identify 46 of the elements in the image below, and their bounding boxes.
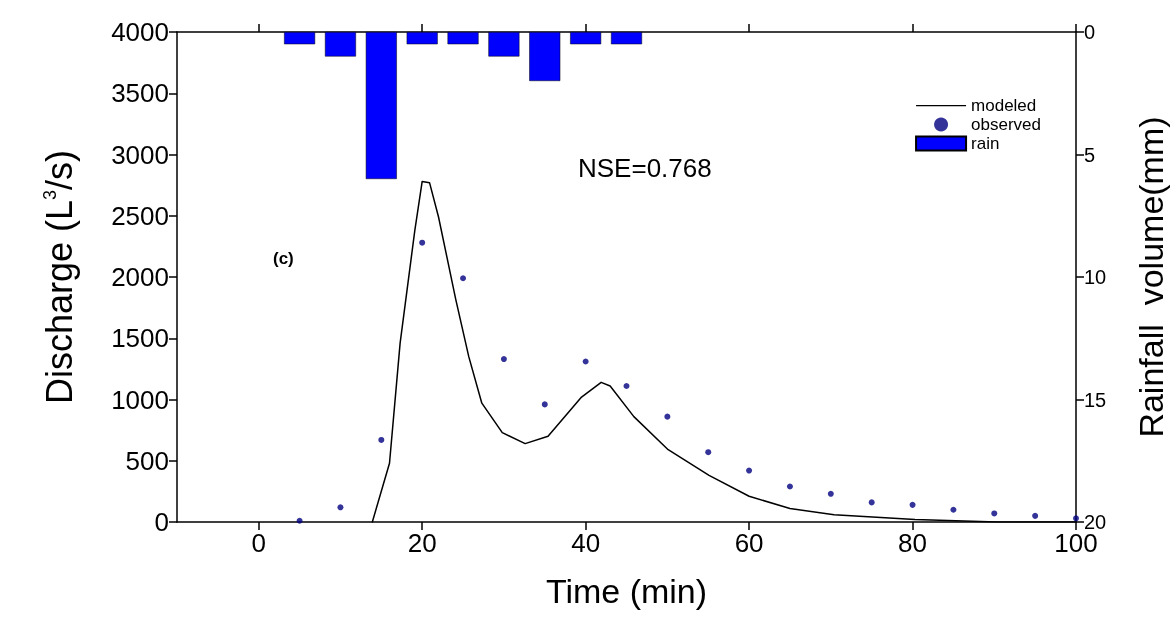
point [419,239,426,246]
point [296,517,303,524]
y-tick-label: 500 [125,445,169,476]
y2-tick-label: 10 [1084,266,1107,288]
y-tick-label: 3500 [111,78,169,109]
y2-tick-label: 15 [1084,388,1107,411]
y-tick-label: 1500 [111,323,169,354]
point [950,506,957,513]
point [705,449,712,456]
y-tick-label: 2500 [111,200,169,231]
point [786,483,793,490]
y-tick-label: 1000 [111,384,169,415]
point [664,413,671,420]
x-tick-label: 40 [571,528,601,558]
legend-label: modeled [971,96,1037,115]
x-tick-label: 20 [407,528,437,558]
point [582,358,589,365]
point [1032,512,1039,519]
y-tick-label: 2000 [111,262,169,292]
point [378,436,385,443]
point [868,499,875,506]
y2-tick-label: 5 [1084,143,1096,166]
point [623,383,630,390]
x-axis-title: Time (min) [545,572,708,610]
point [827,490,834,497]
point [460,275,467,282]
point [541,401,548,408]
annotation: NSE=0.768 [578,153,712,183]
legend-label: observed [971,115,1041,134]
point [746,467,753,474]
point [1073,515,1079,522]
legend-label: rain [971,134,1000,153]
y-tick-label: 4000 [111,17,169,47]
x-tick-label: 80 [898,528,928,558]
annotation: (c) [273,249,294,268]
y2-tick-label: 0 [1084,21,1096,43]
point [337,504,344,511]
y-tick-label: 3000 [111,139,169,170]
y-tick-label: 0 [154,507,169,537]
y2-axis-title: Rainfall volume(mm) [1132,116,1170,438]
point [500,356,507,363]
x-tick-label: 60 [734,528,764,558]
y-axis-title: Discharge (L3/s) [38,149,80,405]
point [991,510,998,517]
x-tick-label: 0 [251,528,266,558]
point [909,501,916,508]
